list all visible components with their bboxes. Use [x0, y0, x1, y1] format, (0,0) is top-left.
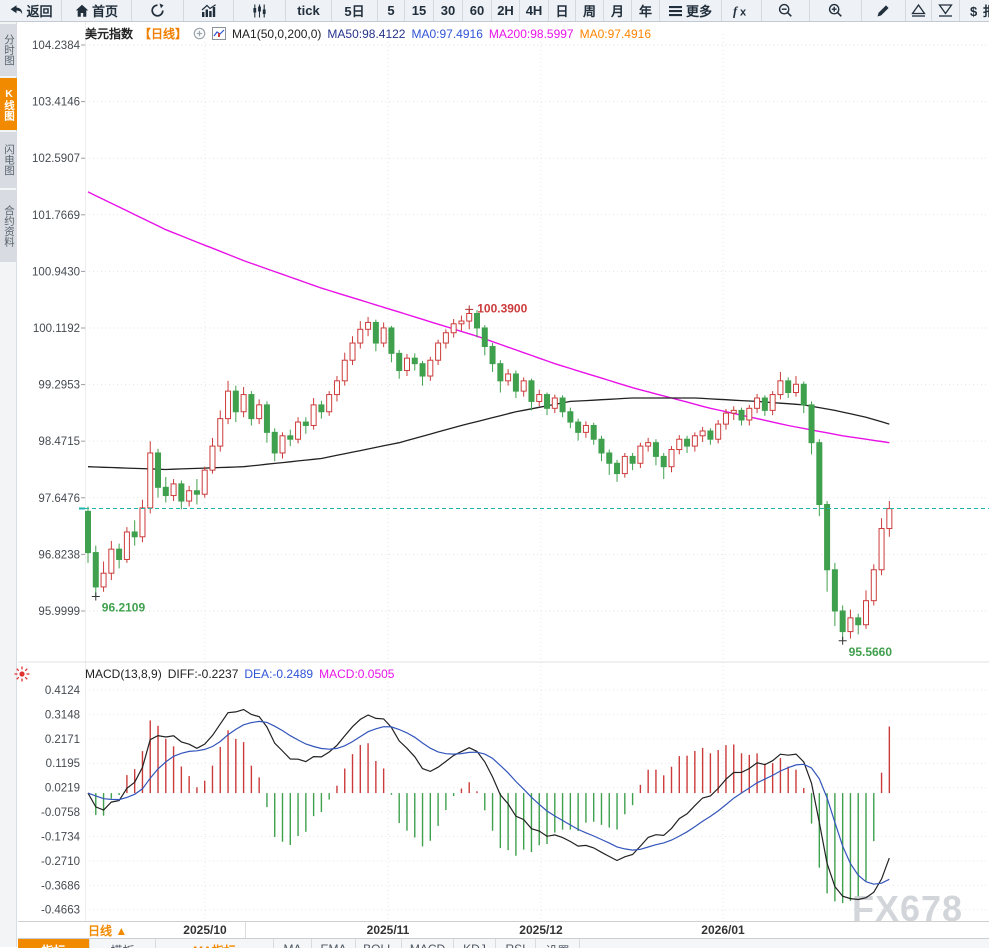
- toolbar-15m-label: 15: [411, 3, 427, 18]
- dollar-icon: $: [970, 4, 980, 18]
- macd-diff-value: DIFF:-0.2237: [167, 667, 239, 681]
- bottombar-item-5[interactable]: EMA: [312, 939, 356, 948]
- macd-dea-value: DEA:-0.2489: [244, 667, 314, 681]
- bottombar-item-4[interactable]: MA: [274, 939, 312, 948]
- toolbar-home-button[interactable]: 首页: [62, 0, 132, 21]
- toolbar-5d-button[interactable]: 5日: [332, 0, 378, 21]
- arrow-back-icon: [8, 4, 23, 18]
- toolbar-4h-label: 4H: [525, 3, 543, 18]
- toolbar-5d-label: 5日: [344, 4, 365, 19]
- toolbar-week-button[interactable]: 周: [576, 0, 604, 21]
- toolbar-5m-label: 5: [387, 3, 395, 18]
- xaxis-label-2026/01: 2026/01: [701, 923, 745, 937]
- bottombar-item-6[interactable]: BOLL: [356, 939, 402, 948]
- candle-chart-icon: [252, 4, 267, 18]
- triangle-down-icon: [937, 3, 954, 18]
- triangle-up-icon: [910, 3, 927, 18]
- bottombar-item-8[interactable]: KDJ: [454, 939, 496, 948]
- toolbar-2h-label: 2H: [497, 3, 514, 18]
- bottombar-item-1[interactable]: 指标: [18, 939, 90, 948]
- bar-chart-icon: [201, 3, 217, 18]
- toolbar-refresh-button[interactable]: [132, 0, 184, 21]
- toolbar-5m-button[interactable]: 5: [378, 0, 405, 21]
- svg-text:x: x: [740, 6, 747, 18]
- period-dropdown-label: 日线 ▲: [88, 923, 128, 938]
- ma200-value: MA200:98.5997: [488, 26, 574, 41]
- ma50-value: MA50:98.4122: [327, 26, 406, 41]
- sidebar-tab-4[interactable]: 合约资料: [0, 190, 17, 262]
- toolbar-4h-button[interactable]: 4H: [520, 0, 549, 21]
- macd-legend: MACD(13,8,9) DIFF:-0.2237 DEA:-0.2489 MA…: [85, 667, 394, 681]
- toolbar-day-button[interactable]: 日: [549, 0, 576, 21]
- chart-canvas[interactable]: [18, 22, 989, 921]
- toolbar-bar-chart-button[interactable]: [184, 0, 234, 21]
- ma0-orange-value: MA0:97.4916: [579, 26, 651, 41]
- toolbar-year-button[interactable]: 年: [632, 0, 660, 21]
- toolbar-price-button[interactable]: $ 报价: [960, 0, 989, 21]
- mini-chart-icon: [212, 27, 227, 40]
- home-icon: [75, 4, 89, 18]
- symbol-name: 美元指数: [85, 27, 134, 41]
- toolbar-more-label: 更多: [685, 4, 712, 19]
- macd-macd-value: MACD:0.0505: [319, 667, 395, 681]
- axis-separator: [85, 22, 86, 921]
- toolbar-back-label: 返回: [26, 4, 53, 19]
- toolbar-tick-label: tick: [297, 3, 320, 18]
- bottombar-item-3[interactable]: MA指标: [156, 939, 274, 948]
- toolbar-more-button[interactable]: 更多: [660, 0, 722, 21]
- add-indicator-icon[interactable]: [193, 27, 206, 40]
- sidebar-tab-3[interactable]: 闪电图: [0, 132, 17, 188]
- toolbar-day-label: 日: [555, 4, 569, 19]
- period-dropdown-button[interactable]: 日线 ▲: [18, 922, 246, 938]
- bottombar-item-9[interactable]: RSI: [496, 939, 536, 948]
- zoom-in-icon: [828, 3, 843, 18]
- svg-text:f: f: [733, 4, 739, 18]
- sidebar-tab-2[interactable]: K线图: [0, 78, 17, 130]
- toolbar-candle-chart-button[interactable]: [234, 0, 286, 21]
- macd-title: MACD(13,8,9): [85, 667, 162, 681]
- refresh-icon: [150, 3, 165, 18]
- toolbar-tick-button[interactable]: tick: [286, 0, 332, 21]
- pencil-icon: [876, 3, 891, 18]
- ma-settings: MA1(50,0,200,0): [232, 26, 322, 41]
- main-chart-legend: 美元指数 【日线】 MA1(50,0,200,0) MA50:98.4122 M…: [85, 25, 651, 42]
- xaxis-label-2025/11: 2025/11: [366, 923, 410, 937]
- toolbar-draw-button[interactable]: [862, 0, 906, 21]
- toolbar-zoom-out-button[interactable]: [762, 0, 810, 21]
- toolbar-15m-button[interactable]: 15: [405, 0, 434, 21]
- zoom-out-icon: [778, 3, 793, 18]
- toolbar-60m-label: 60: [469, 3, 485, 18]
- bottombar-item-7[interactable]: MACD: [402, 939, 454, 948]
- toolbar-week-label: 周: [582, 4, 596, 19]
- ma0-blue-value: MA0:97.4916: [411, 26, 483, 41]
- toolbar-30m-button[interactable]: 30: [434, 0, 463, 21]
- indicator-bottom-bar: 指标模板MA指标MAEMABOLLMACDKDJRSI设置: [18, 938, 989, 948]
- toolbar-back-button[interactable]: 返回: [0, 0, 62, 21]
- xaxis-strip: 日线 ▲ 2025/10 2025/11 2025/12 2026/01: [18, 921, 989, 938]
- bottombar-item-10[interactable]: 设置: [536, 939, 580, 948]
- toolbar-30m-label: 30: [440, 3, 456, 18]
- toolbar-price-label: 报价: [983, 1, 989, 20]
- menu-icon: [668, 5, 683, 17]
- toolbar-year-label: 年: [638, 4, 652, 19]
- period-label: 【日线】: [139, 27, 188, 41]
- toolbar-month-label: 月: [610, 4, 624, 19]
- xaxis-label-2025/10: 2025/10: [183, 923, 227, 937]
- toolbar-home-label: 首页: [91, 4, 118, 19]
- bottombar-item-2[interactable]: 模板: [90, 939, 156, 948]
- toolbar-60m-button[interactable]: 60: [463, 0, 492, 21]
- sun-icon[interactable]: [13, 665, 31, 688]
- toolbar-scroll-top-button[interactable]: [906, 0, 932, 21]
- toolbar-zoom-in-button[interactable]: [810, 0, 862, 21]
- toolbar-2h-button[interactable]: 2H: [492, 0, 520, 21]
- toolbar-scroll-bottom-button[interactable]: [932, 0, 960, 21]
- svg-text:$: $: [970, 4, 978, 18]
- toolbar-month-button[interactable]: 月: [604, 0, 632, 21]
- chart-type-tabs: 分时图 K线图闪电图合约资料: [0, 24, 17, 262]
- xaxis-label-2025/12: 2025/12: [519, 923, 563, 937]
- sidebar-tab-1[interactable]: 分时图: [0, 24, 17, 76]
